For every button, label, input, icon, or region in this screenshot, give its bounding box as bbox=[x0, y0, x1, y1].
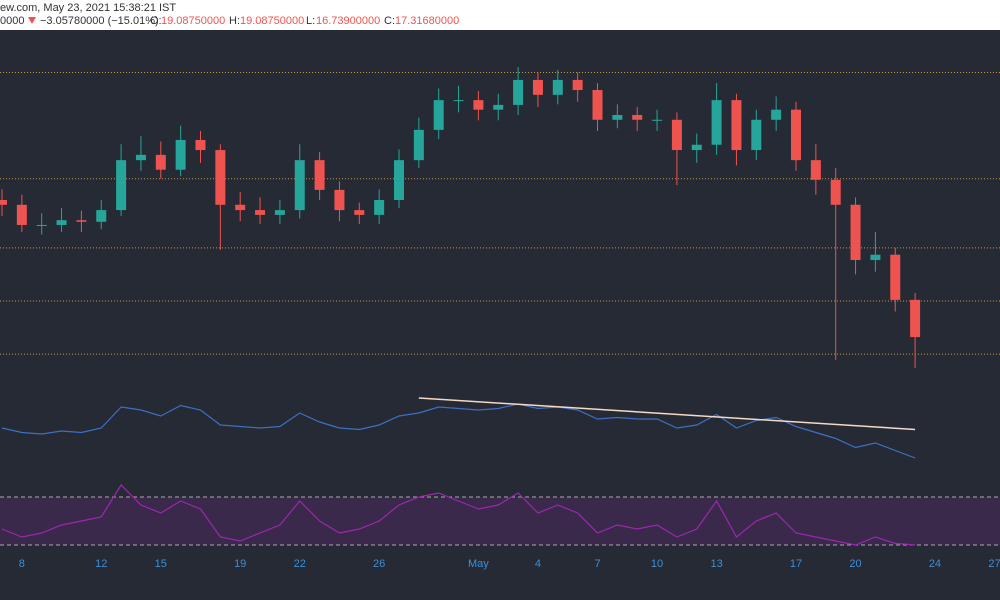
x-tick-label: 26 bbox=[373, 558, 385, 570]
candle-body bbox=[652, 119, 663, 121]
low-label: L: bbox=[306, 15, 315, 27]
candle-body bbox=[76, 220, 87, 222]
candle-body bbox=[830, 179, 841, 205]
close-label: C: bbox=[384, 15, 395, 27]
candle-body bbox=[334, 189, 345, 211]
candle-body bbox=[274, 210, 285, 215]
candle-body bbox=[235, 204, 246, 211]
candle-body bbox=[493, 104, 504, 110]
down-arrow bbox=[28, 17, 36, 24]
candle-body bbox=[116, 160, 127, 211]
candle-body bbox=[751, 119, 762, 151]
candle-body bbox=[612, 115, 623, 120]
x-tick-label: 17 bbox=[790, 558, 802, 570]
candle-body bbox=[731, 100, 742, 151]
candle-body bbox=[592, 90, 603, 120]
candle-body bbox=[473, 100, 484, 110]
candle-body bbox=[870, 254, 881, 261]
candle-body bbox=[671, 119, 682, 151]
candle-body bbox=[691, 144, 702, 151]
candle-body bbox=[16, 204, 27, 225]
candle-body bbox=[195, 139, 206, 151]
candle-body bbox=[394, 160, 404, 200]
trendline bbox=[418, 397, 916, 431]
candle-body bbox=[513, 79, 524, 105]
x-tick-label: May bbox=[468, 558, 489, 570]
stoch-line bbox=[1, 484, 916, 546]
candle-body bbox=[771, 109, 782, 120]
change-prefix: 0000 bbox=[0, 15, 24, 27]
candle-body bbox=[56, 220, 67, 225]
high: 19.08750000 bbox=[240, 15, 304, 27]
close: 17.31680000 bbox=[395, 15, 459, 27]
stoch-band bbox=[0, 497, 1000, 545]
candle-body bbox=[453, 100, 464, 102]
candle-body bbox=[413, 129, 424, 161]
candle-body bbox=[910, 299, 921, 338]
change: −3.05780000 (−15.01%) bbox=[40, 15, 159, 27]
candle-body bbox=[0, 200, 7, 205]
candle-body bbox=[155, 154, 166, 170]
candle-body bbox=[850, 204, 861, 261]
x-tick-label: 20 bbox=[849, 558, 861, 570]
candle-body bbox=[711, 100, 722, 145]
candle-body bbox=[810, 160, 821, 180]
candle-body bbox=[294, 160, 305, 211]
candle-body bbox=[433, 100, 444, 130]
header-bg bbox=[0, 0, 1000, 30]
candle-body bbox=[175, 139, 186, 170]
x-tick-label: 24 bbox=[929, 558, 941, 570]
candle-body bbox=[354, 210, 365, 215]
candle-body bbox=[374, 200, 385, 215]
x-tick-label: 15 bbox=[155, 558, 167, 570]
x-tick-label: 10 bbox=[651, 558, 663, 570]
x-tick-label: 19 bbox=[234, 558, 246, 570]
candle-body bbox=[791, 109, 801, 161]
x-tick-label: 22 bbox=[294, 558, 306, 570]
candle-body bbox=[632, 115, 643, 120]
candle-body bbox=[572, 79, 583, 91]
candle-body bbox=[532, 79, 543, 95]
source: ew.com, May 23, 2021 15:38:21 IST bbox=[0, 2, 176, 14]
candle-body bbox=[96, 210, 107, 222]
candle-body bbox=[314, 160, 325, 190]
x-tick-label: 7 bbox=[594, 558, 600, 570]
chart-bg bbox=[0, 30, 1000, 600]
candle-body bbox=[36, 224, 47, 226]
open: 19.08750000 bbox=[161, 15, 225, 27]
candle-body bbox=[890, 254, 901, 300]
candle-body bbox=[215, 150, 226, 205]
low: 16.73900000 bbox=[316, 15, 380, 27]
x-tick-label: 27 bbox=[988, 558, 1000, 570]
x-tick-label: 12 bbox=[95, 558, 107, 570]
candle-body bbox=[135, 154, 146, 161]
open-label: O: bbox=[150, 15, 162, 27]
x-tick-label: 4 bbox=[535, 558, 541, 570]
x-tick-label: 13 bbox=[710, 558, 722, 570]
candle-body bbox=[255, 210, 266, 215]
candle-body bbox=[552, 79, 563, 95]
x-tick-label: 8 bbox=[19, 558, 25, 570]
high-label: H: bbox=[229, 15, 240, 27]
